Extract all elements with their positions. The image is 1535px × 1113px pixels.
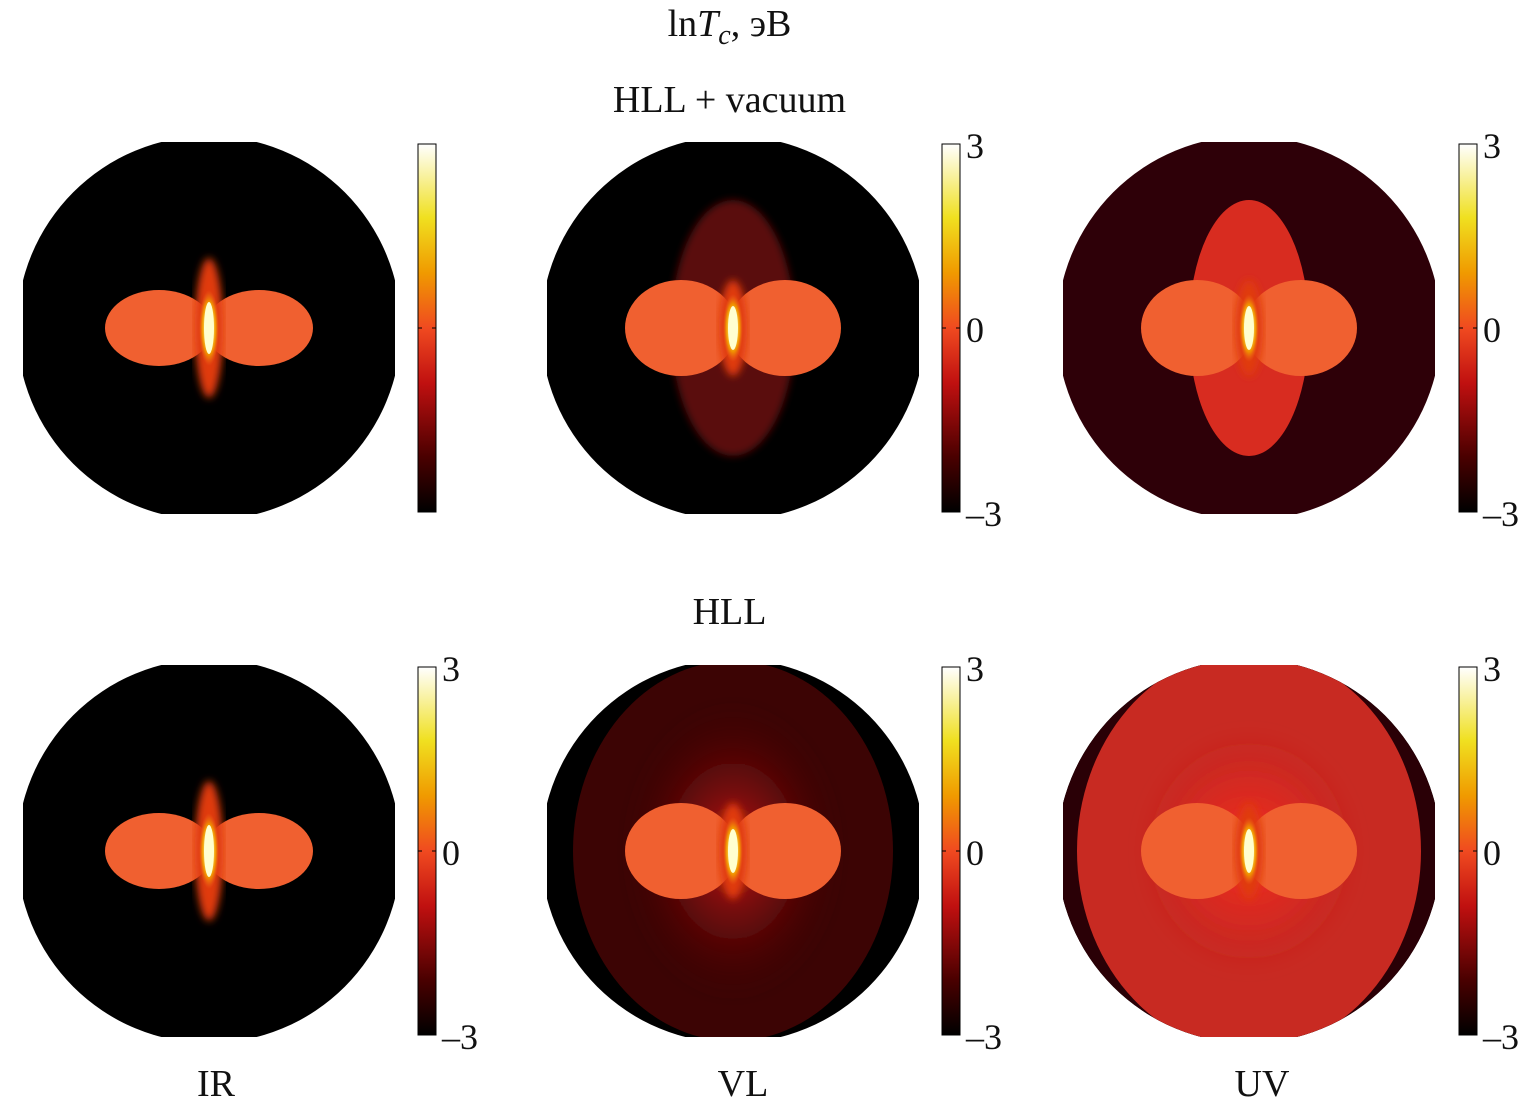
hot-core-center: [728, 306, 738, 350]
colorbar-tick-label: 3: [1483, 126, 1501, 166]
colorbar-tick-label: 3: [966, 126, 984, 166]
panel-ir-row2: 3 0 –3: [23, 649, 478, 1057]
column-label-uv: UV: [1234, 1063, 1290, 1105]
side-lobe-right: [1245, 803, 1357, 899]
side-lobe-left: [105, 290, 213, 366]
side-lobe-left: [625, 280, 737, 376]
colorbar-tick-label: –3: [1482, 494, 1519, 534]
colorbar-tick-label: –3: [965, 494, 1002, 534]
colorbar-tick-label: 3: [966, 649, 984, 689]
panel-ir-row1: [23, 142, 437, 514]
figure-title: lnTc, эВ: [667, 3, 792, 51]
side-lobe-right: [205, 813, 313, 889]
side-lobe-right: [205, 290, 313, 366]
colorbar-tick-label: 0: [1483, 833, 1501, 873]
colorbar-tick-label: 0: [966, 833, 984, 873]
hot-core-center: [204, 302, 214, 354]
colorbar-tick-label: –3: [441, 1017, 478, 1057]
hot-core-center: [204, 825, 214, 877]
row-title-hll: HLL: [692, 591, 767, 633]
column-label-ir: IR: [197, 1063, 235, 1105]
hot-core-center: [728, 829, 738, 873]
colorbar-tick-label: 3: [1483, 649, 1501, 689]
colorbar-tick-label: –3: [1482, 1017, 1519, 1057]
side-lobe-left: [1141, 280, 1253, 376]
panel-uv-row2: 3 0 –3: [1063, 649, 1519, 1057]
side-lobe-left: [1141, 803, 1253, 899]
hot-core-center: [1244, 829, 1254, 873]
panel-uv-row1: 3 0 –3: [1063, 126, 1519, 534]
side-lobe-right: [1245, 280, 1357, 376]
colorbar-tick-label: 0: [1483, 310, 1501, 350]
column-label-vl: VL: [717, 1063, 769, 1105]
hot-core-center: [1244, 306, 1254, 350]
side-lobe-right: [729, 280, 841, 376]
side-lobe-left: [625, 803, 737, 899]
colorbar-tick-label: 0: [966, 310, 984, 350]
colorbar-tick-label: 0: [442, 833, 460, 873]
row-title-hll-vacuum: HLL + vacuum: [612, 79, 847, 121]
colorbar-tick-label: –3: [965, 1017, 1002, 1057]
side-lobe-left: [105, 813, 213, 889]
side-lobe-right: [729, 803, 841, 899]
panel-vl-row1: 3 0 –3: [547, 126, 1002, 534]
colorbar-tick-label: 3: [442, 649, 460, 689]
panel-vl-row2: 3 0 –3: [547, 649, 1002, 1057]
